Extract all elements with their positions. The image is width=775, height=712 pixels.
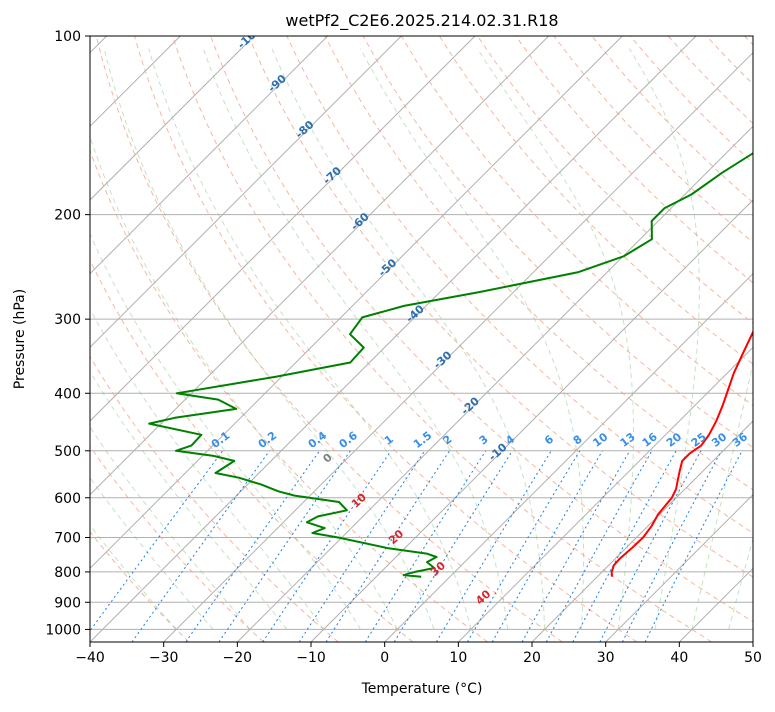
moist-adiabat-label: 40 <box>473 587 493 607</box>
isotherm-label: -90 <box>265 72 289 95</box>
mixing-ratio-line <box>326 451 450 642</box>
mixing-ratio-line <box>645 451 742 642</box>
isotherm-label: -20 <box>459 394 483 417</box>
mixing-ratio-label: 2 <box>440 433 454 448</box>
x-tick-label: 10 <box>449 650 467 666</box>
x-tick-label: 30 <box>597 650 615 666</box>
y-tick-label: 500 <box>54 444 81 460</box>
moist-adiabat-line <box>629 49 699 630</box>
mixing-ratio-label: 0.6 <box>337 429 361 451</box>
isotherm-line <box>16 36 622 642</box>
y-axis-label: Pressure (hPa) <box>12 289 28 389</box>
mixing-ratio-label: 6 <box>542 432 556 447</box>
moist-adiabat-line <box>0 195 213 630</box>
mixing-ratio-label: 1.5 <box>411 429 434 451</box>
mixing-ratio-line <box>263 451 391 642</box>
mixing-ratio-line <box>546 451 652 642</box>
mixing-ratio-label: 3 <box>477 433 491 448</box>
mixing-ratio-label: 36 <box>730 430 750 450</box>
mixing-ratio-line <box>468 451 580 642</box>
isotherm-line <box>532 36 775 642</box>
moist-adiabat-line <box>729 49 775 630</box>
mixing-ratio-line <box>600 451 701 642</box>
moist-adiabat-line <box>477 49 633 630</box>
x-tick-label: 50 <box>744 650 762 666</box>
mixing-ratio-label: 1 <box>382 432 396 447</box>
isotherm-label: -30 <box>431 348 455 371</box>
temperature-profile-line <box>612 36 775 577</box>
moist-adiabat-line <box>149 49 471 630</box>
chart-title: wetPf2_C2E6.2025.214.02.31.R18 <box>285 11 558 31</box>
isotherm-line <box>311 36 775 642</box>
isotherm-line <box>458 36 775 642</box>
isotherm-line <box>0 36 254 642</box>
mixing-ratio-label: 0.4 <box>306 429 330 451</box>
mixing-ratio-line <box>573 451 676 642</box>
x-tick-label: 20 <box>523 650 541 666</box>
isotherm-label: -100 <box>235 23 264 51</box>
dry-adiabat-line <box>0 36 263 642</box>
mixing-ratio-label: 8 <box>571 433 585 448</box>
isotherm-line <box>753 36 775 642</box>
isotherm-line <box>0 36 401 642</box>
x-tick-label: −30 <box>149 650 179 666</box>
isotherm-label: -70 <box>321 164 345 187</box>
mixing-ratio-label: 13 <box>618 430 638 450</box>
mixing-ratio-label: 0.1 <box>209 429 232 451</box>
x-tick-label: −20 <box>223 650 253 666</box>
moist-adiabat-label: 30 <box>428 559 448 579</box>
mixing-ratio-label: 25 <box>689 430 709 450</box>
isotherm-line <box>164 36 770 642</box>
moist-adiabat-line <box>46 104 361 630</box>
y-tick-label: 700 <box>54 531 81 547</box>
dry-adiabat-line <box>516 36 775 642</box>
x-tick-label: −40 <box>75 650 105 666</box>
x-axis-label: Temperature (°C) <box>361 681 483 697</box>
dry-adiabat-line <box>554 36 775 642</box>
dewpoint-profile-line <box>149 36 775 577</box>
y-tick-label: 900 <box>54 595 81 611</box>
dry-adiabat-line <box>668 36 775 642</box>
isotherm-line <box>679 36 775 642</box>
y-tick-label: 300 <box>54 312 81 328</box>
dry-adiabat-line <box>0 36 338 642</box>
moist-adiabat-line <box>0 208 176 629</box>
isotherm-line <box>237 36 775 642</box>
mixing-ratio-label: 4 <box>503 432 517 447</box>
isotherm-line <box>90 36 696 642</box>
y-tick-label: 200 <box>54 208 81 224</box>
dry-adiabat-line <box>0 36 189 642</box>
x-tick-label: −10 <box>296 650 326 666</box>
moist-adiabat-line <box>272 49 545 630</box>
x-tick-label: 0 <box>380 650 389 666</box>
isotherm-line <box>0 36 328 642</box>
mixing-ratio-label: 0.2 <box>256 429 279 451</box>
isotherm-line <box>385 36 775 642</box>
isotherm-label: -60 <box>348 210 372 233</box>
dry-adiabat-line <box>592 36 775 642</box>
mixing-ratio-label: 16 <box>640 430 660 450</box>
isotherm-label: -10 <box>486 440 510 463</box>
y-tick-label: 100 <box>54 29 81 45</box>
y-tick-label: 400 <box>54 386 81 402</box>
isotherm-label: -80 <box>293 118 317 141</box>
moist-adiabat-line <box>0 173 250 630</box>
y-tick-label: 600 <box>54 491 81 507</box>
mixing-ratio-line <box>394 451 512 642</box>
dry-adiabat-line <box>706 36 775 642</box>
y-tick-label: 800 <box>54 565 81 581</box>
moist-adiabat-line <box>692 49 775 630</box>
x-tick-label: 40 <box>670 650 688 666</box>
dry-adiabat-line <box>96 36 562 642</box>
y-tick-label: 1000 <box>45 622 81 638</box>
dry-adiabat-line <box>134 36 637 642</box>
dry-adiabat-line <box>58 36 488 642</box>
